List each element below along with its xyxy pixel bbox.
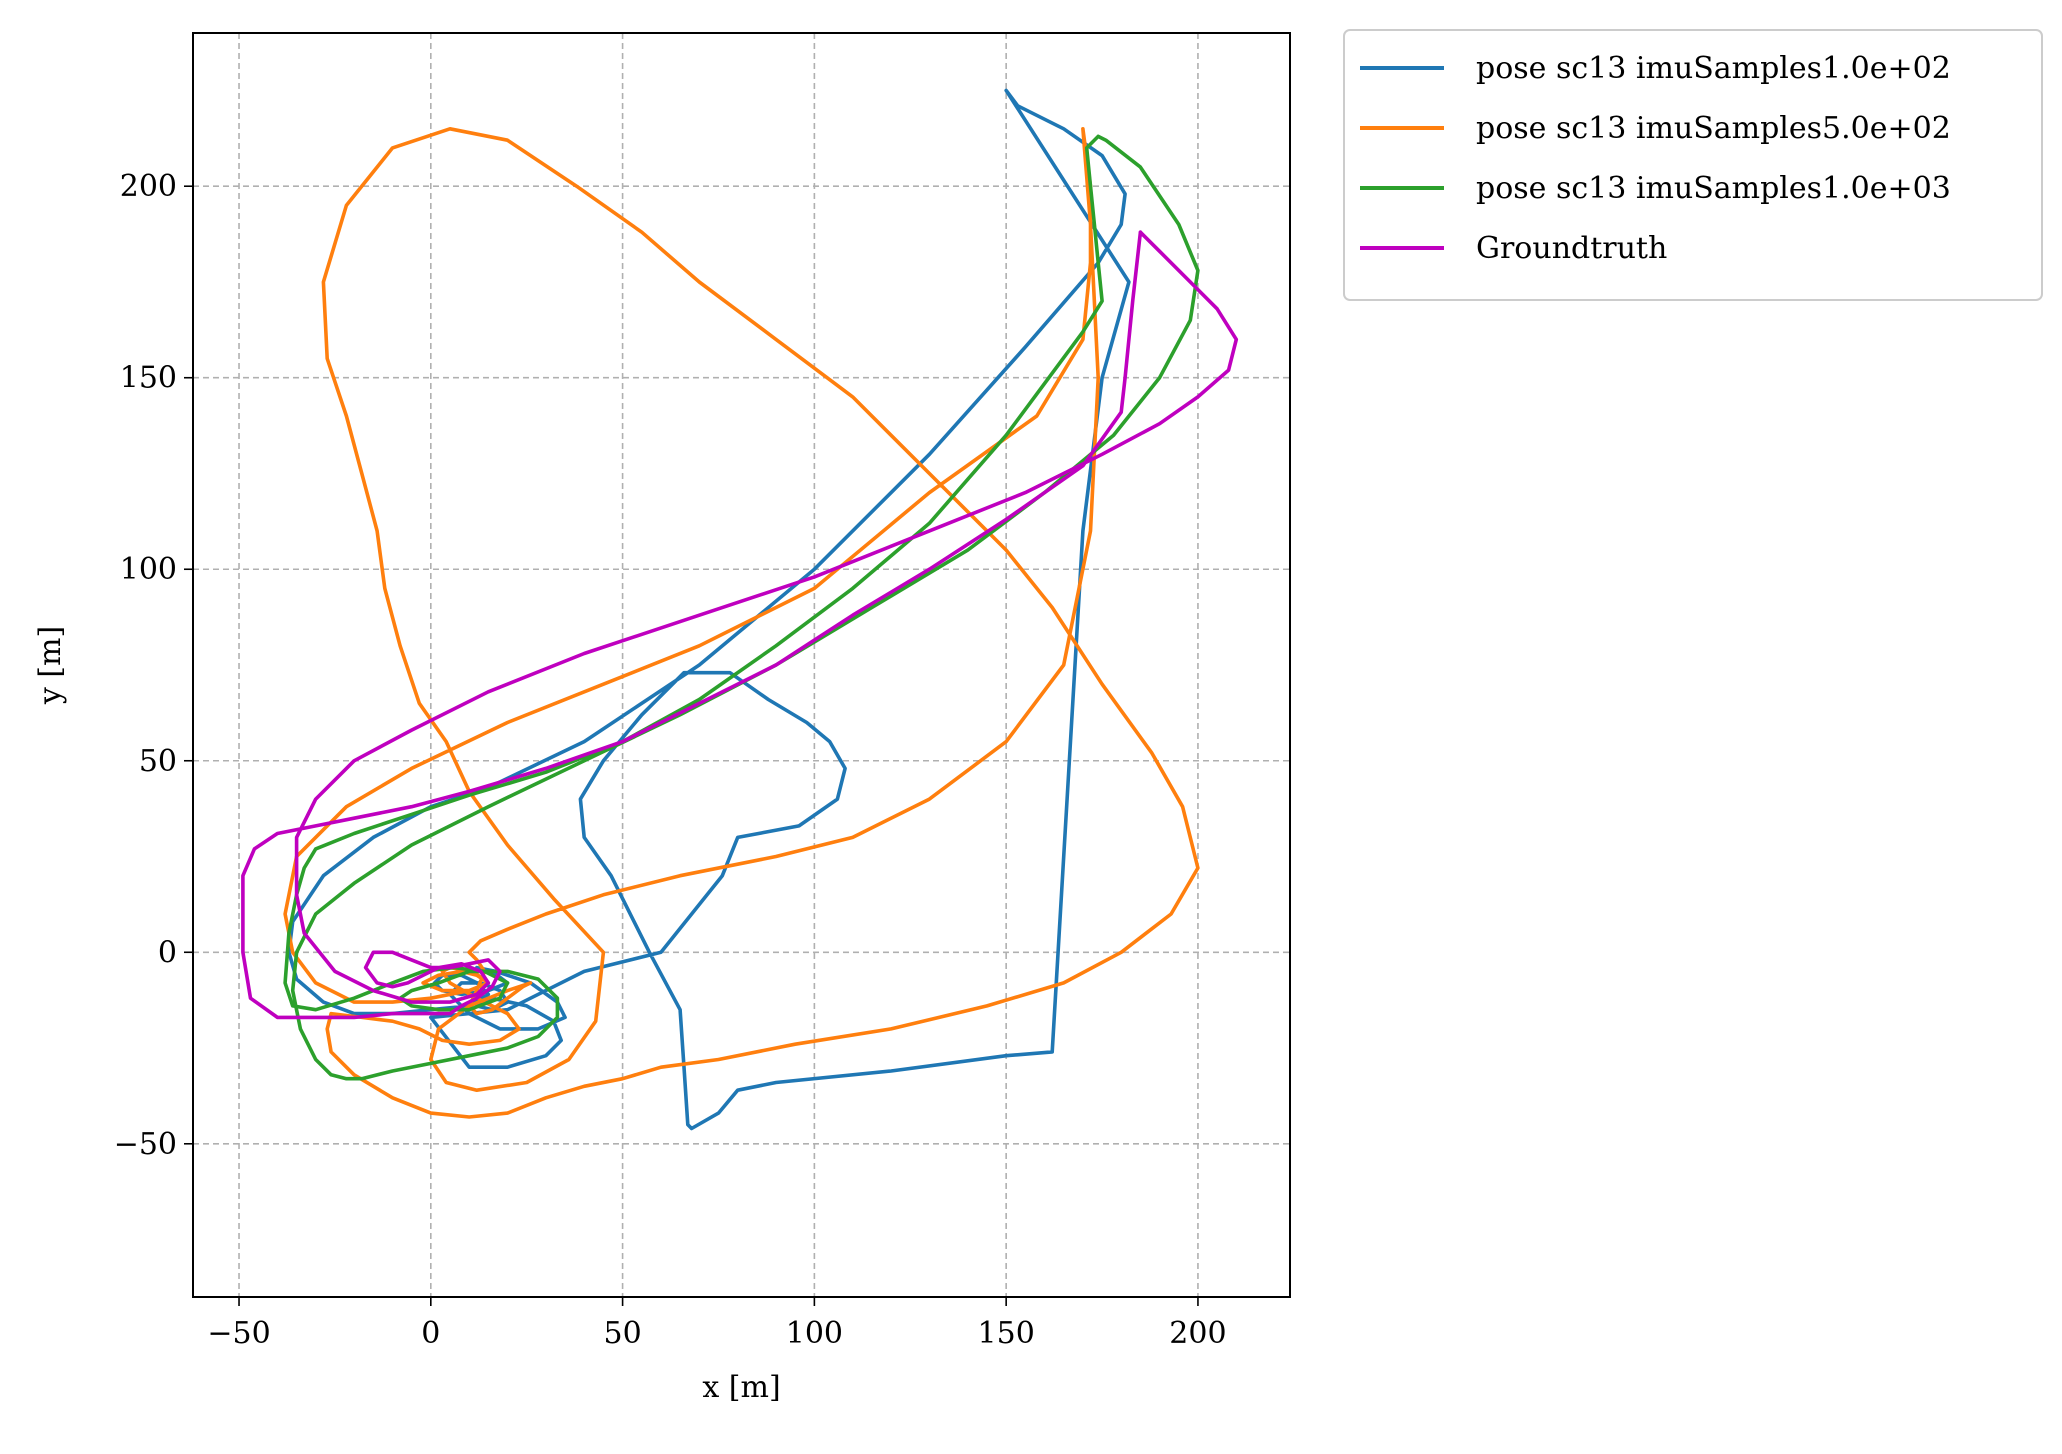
axes-frame <box>192 32 1291 1298</box>
grid <box>193 33 1290 1297</box>
series-line-1 <box>283 127 1200 1119</box>
legend-label-2: pose sc13 imuSamples1.0e+03 <box>1476 171 1951 206</box>
legend: pose sc13 imuSamples1.0e+02 pose sc13 imu… <box>1343 29 2043 301</box>
series-group <box>241 88 1239 1131</box>
y-tick-label-1: 0 <box>158 935 177 970</box>
y-tick-label-4: 150 <box>120 361 177 396</box>
ticks: −50 0 50 100 150 200 −50 0 50 100 150 200 <box>114 169 1227 1351</box>
legend-box <box>1343 29 2043 301</box>
y-tick-label-0: −50 <box>114 1127 177 1162</box>
x-tick-label-4: 150 <box>978 1316 1035 1351</box>
y-tick-label-5: 200 <box>120 169 177 204</box>
x-tick-label-2: 50 <box>604 1316 642 1351</box>
series-line-2 <box>283 134 1200 1081</box>
series-line-3 <box>241 230 1239 1020</box>
y-tick-label-2: 50 <box>139 744 177 779</box>
x-axis-label: x [m] <box>702 1370 780 1405</box>
legend-label-1: pose sc13 imuSamples5.0e+02 <box>1476 111 1951 146</box>
x-tick-label-3: 100 <box>786 1316 843 1351</box>
legend-label-0: pose sc13 imuSamples1.0e+02 <box>1476 51 1951 86</box>
x-tick-label-1: 0 <box>421 1316 440 1351</box>
x-tick-label-5: 200 <box>1169 1316 1226 1351</box>
y-tick-label-3: 100 <box>120 552 177 587</box>
y-axis-label: y [m] <box>33 626 68 705</box>
x-tick-label-0: −50 <box>207 1316 270 1351</box>
legend-label-3: Groundtruth <box>1476 231 1667 266</box>
